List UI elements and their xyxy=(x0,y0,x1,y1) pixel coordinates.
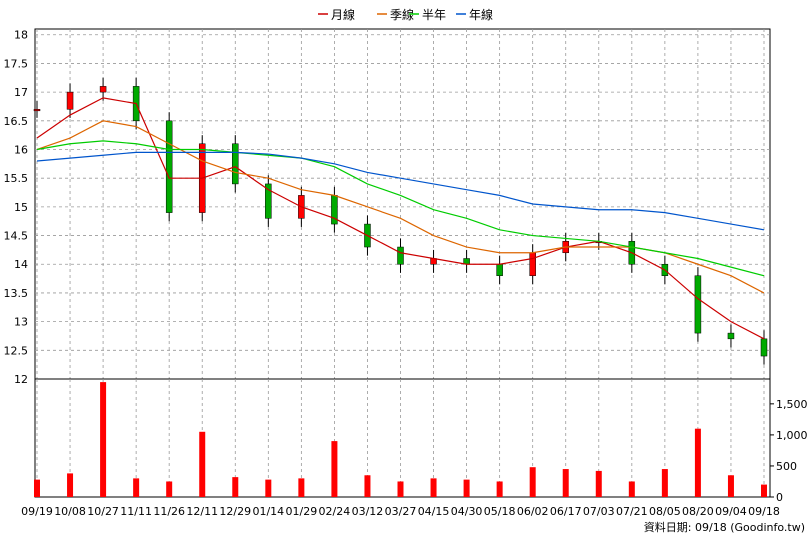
legend-label-monthly: 月線 xyxy=(331,7,355,22)
ma-line-0 xyxy=(36,97,765,340)
x-tick-label: 02/24 xyxy=(319,505,351,518)
volume-bar xyxy=(727,475,734,497)
candle-body xyxy=(727,332,735,340)
x-axis: 09/19 10/08 10/27 11/11 11/26 12/11 12/29 01/14… xyxy=(21,505,780,518)
candle-body xyxy=(66,91,74,110)
volume-y-tick-label: 1,500 xyxy=(776,398,808,411)
x-tick-label: 09/04 xyxy=(715,505,747,518)
price-y-tick-label: 17.5 xyxy=(4,57,29,70)
x-tick-label: 05/18 xyxy=(484,505,516,518)
legend-entry-halfyear: 半年 xyxy=(409,8,446,22)
x-tick-label: 12/11 xyxy=(186,505,218,518)
volume-bar xyxy=(661,469,668,497)
volume-plot-area xyxy=(34,378,771,498)
candle-body xyxy=(99,86,107,93)
x-tick-label: 03/27 xyxy=(385,505,417,518)
volume-bar xyxy=(397,481,404,497)
volume-bar xyxy=(595,470,602,497)
volume-y-axis: 0 500 1,000 1,500 xyxy=(770,398,808,504)
x-tick-label: 12/29 xyxy=(219,505,251,518)
price-y-tick-label: 15.5 xyxy=(4,172,29,185)
moving-average-lines xyxy=(36,97,765,340)
x-tick-label: 10/08 xyxy=(54,505,86,518)
legend-entry-monthly: 月線 xyxy=(318,7,355,22)
volume-bar xyxy=(694,428,701,497)
volume-bar xyxy=(496,481,503,497)
x-tick-label: 06/02 xyxy=(517,505,549,518)
volume-bar xyxy=(364,475,371,497)
volume-y-tick-label: 0 xyxy=(776,491,783,504)
x-tick-label: 11/26 xyxy=(153,505,185,518)
ma-line-2 xyxy=(36,140,765,277)
ma-line-3 xyxy=(36,151,765,231)
candle-body xyxy=(694,275,702,334)
price-y-tick-label: 18 xyxy=(14,29,28,42)
volume-bars xyxy=(34,382,767,497)
volume-bar xyxy=(199,431,206,497)
price-plot-area xyxy=(34,28,771,380)
x-tick-label: 10/27 xyxy=(87,505,119,518)
price-y-tick-label: 12.5 xyxy=(4,344,29,357)
x-tick-label: 08/05 xyxy=(649,505,681,518)
candle-body xyxy=(165,120,173,213)
x-tick-label: 03/12 xyxy=(352,505,384,518)
candle-body xyxy=(265,183,272,219)
x-tick-label: 09/19 xyxy=(21,505,53,518)
legend-entry-yearly: 年線 xyxy=(456,7,493,22)
candle-body xyxy=(529,252,536,276)
price-y-tick-label: 13.5 xyxy=(4,287,29,300)
price-y-tick-label: 16 xyxy=(14,143,28,156)
x-tick-label: 06/17 xyxy=(550,505,582,518)
candle-body xyxy=(760,338,768,357)
volume-bar xyxy=(463,479,470,497)
legend-entry-quarterly: 季線 xyxy=(377,7,414,22)
x-tick-label: 09/18 xyxy=(748,505,780,518)
price-y-axis: 12 12.5 13 13.5 14 14.5 15 15.5 16 16.5 17 17.5 18 xyxy=(4,29,29,386)
volume-bar xyxy=(34,479,40,497)
source-label: 資料日期: 09/18 (Goodinfo.tw) xyxy=(644,520,805,534)
price-y-tick-label: 15 xyxy=(14,201,28,214)
volume-bar xyxy=(67,473,74,497)
volume-bar xyxy=(331,441,338,497)
x-tick-label: 04/15 xyxy=(418,505,450,518)
legend-label-quarterly: 季線 xyxy=(390,7,414,22)
price-y-tick-label: 13 xyxy=(14,316,28,329)
price-y-tick-label: 14 xyxy=(14,258,28,271)
x-tick-label: 01/14 xyxy=(252,505,284,518)
x-tick-label: 11/11 xyxy=(120,505,152,518)
price-y-tick-label: 12 xyxy=(14,373,28,386)
price-y-tick-label: 16.5 xyxy=(4,115,29,128)
volume-bar xyxy=(166,481,173,497)
x-tick-label: 08/20 xyxy=(682,505,714,518)
x-tick-label: 04/30 xyxy=(451,505,483,518)
candle-body xyxy=(232,143,239,185)
candle-body xyxy=(33,109,41,112)
legend-label-yearly: 年線 xyxy=(469,7,493,22)
volume-bar xyxy=(529,467,536,497)
volume-bar xyxy=(265,479,272,497)
volume-bar xyxy=(562,469,569,497)
volume-bar xyxy=(100,382,107,497)
volume-y-tick-label: 1,000 xyxy=(776,429,808,442)
candle-body xyxy=(397,246,404,265)
chart-legend: 月線 季線 半年 年線 xyxy=(318,7,493,22)
volume-bar xyxy=(761,484,767,497)
volume-bar xyxy=(133,478,140,497)
x-tick-label: 07/21 xyxy=(616,505,648,518)
volume-y-tick-label: 500 xyxy=(776,460,797,473)
volume-bar xyxy=(232,477,239,497)
price-y-tick-label: 17 xyxy=(14,86,28,99)
volume-bar xyxy=(298,478,305,497)
volume-bar xyxy=(628,481,635,497)
candle-body xyxy=(496,263,503,276)
x-tick-label: 01/29 xyxy=(286,505,318,518)
price-y-tick-label: 14.5 xyxy=(4,230,29,243)
volume-bar xyxy=(430,478,437,497)
legend-label-halfyear: 半年 xyxy=(422,8,446,22)
x-tick-label: 07/03 xyxy=(583,505,615,518)
